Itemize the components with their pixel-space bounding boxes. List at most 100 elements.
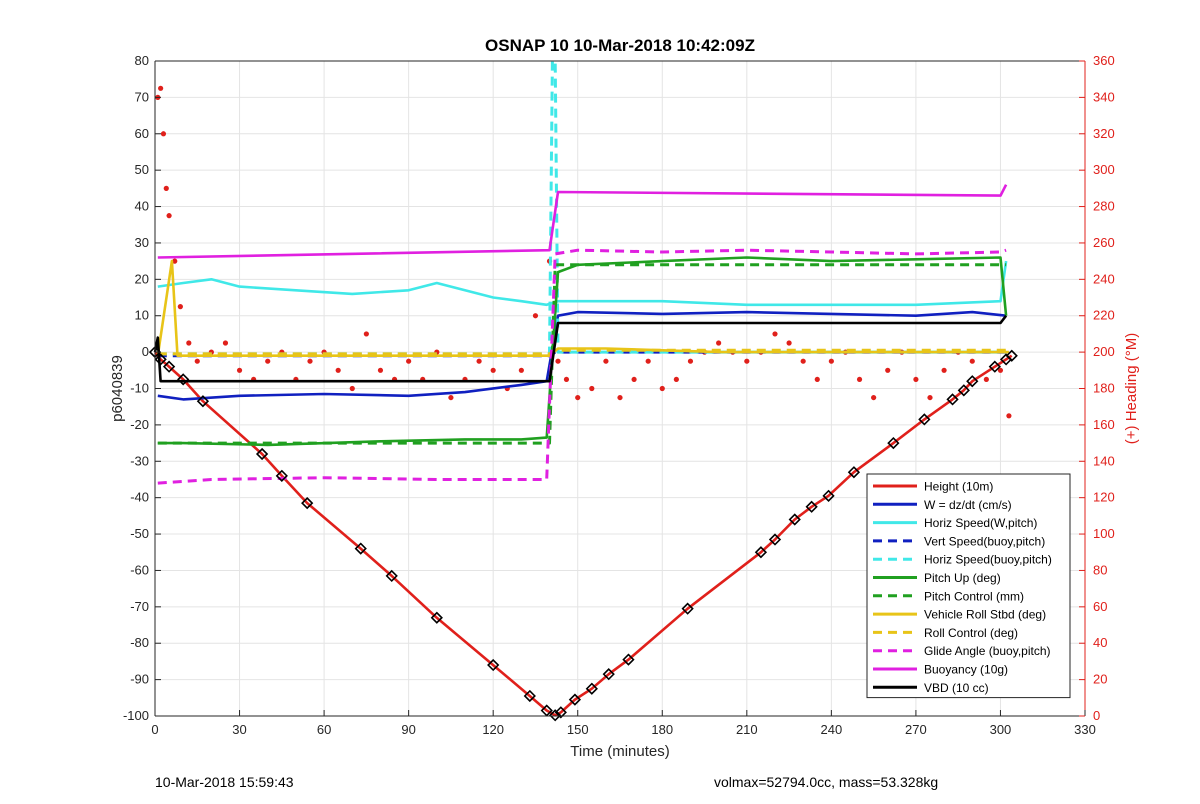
y2-tick-label: 40 (1093, 635, 1107, 650)
y-tick-label: -100 (123, 708, 149, 723)
x-tick-label: 330 (1074, 722, 1096, 737)
heading-point (1006, 413, 1012, 419)
series-line-vbd-10-cc (153, 314, 1008, 383)
heading-point (744, 358, 750, 364)
heading-point (575, 394, 581, 401)
height-marker (966, 375, 979, 388)
height-marker (822, 489, 835, 502)
y2-axis-label: (+) Heading (°M) (1123, 333, 1140, 444)
y2-tick-label: 300 (1093, 162, 1115, 177)
x-tick-label: 30 (232, 722, 246, 737)
height-marker (754, 546, 768, 559)
y-tick-label: -60 (130, 562, 149, 577)
y-tick-label: -20 (130, 417, 149, 432)
legend-label: Roll Control (deg) (924, 626, 1018, 640)
height-marker (385, 569, 398, 583)
legend-label: Vert Speed(buoy,pitch) (924, 534, 1045, 548)
x-tick-label: 180 (651, 722, 673, 737)
heading-point (160, 131, 167, 137)
legend-label: Buoyancy (10g) (924, 663, 1008, 677)
y-tick-label: -90 (130, 672, 149, 687)
y-tick-label: 80 (135, 53, 149, 68)
y2-tick-label: 180 (1093, 381, 1115, 396)
heading-point (659, 385, 665, 392)
y2-tick-label: 340 (1093, 89, 1115, 104)
height-marker (805, 500, 818, 513)
legend-label: VBD (10 cc) (924, 681, 989, 695)
y-tick-label: -70 (130, 599, 149, 614)
y-tick-label: 20 (135, 271, 149, 286)
heading-point (265, 358, 271, 364)
series-line-glide-angle-buoy-pitch (157, 248, 1007, 485)
heading-point (969, 358, 975, 364)
heading-point (772, 331, 778, 337)
legend-label: Pitch Control (mm) (924, 589, 1024, 603)
heading-point (631, 376, 637, 383)
y2-tick-label: 60 (1093, 599, 1107, 614)
legend-label: W = dz/dt (cm/s) (924, 498, 1012, 512)
height-marker (487, 658, 500, 672)
height-marker (549, 709, 562, 722)
footer-timestamp: 10-Mar-2018 15:59:43 (155, 774, 294, 790)
x-tick-label: 90 (401, 722, 415, 737)
y2-tick-label: 200 (1093, 344, 1115, 359)
y2-tick-label: 280 (1093, 199, 1115, 214)
x-tick-label: 240 (821, 722, 843, 737)
heading-point (673, 376, 679, 383)
footer-vehicle-info: volmax=52794.0cc, mass=53.328kg (714, 774, 939, 790)
heading-point (166, 213, 172, 219)
y-tick-label: -40 (130, 490, 149, 505)
heading-point (406, 358, 412, 364)
heading-point (555, 358, 561, 364)
heading-point (448, 394, 454, 401)
height-marker (602, 668, 615, 681)
y2-tick-label: 320 (1093, 126, 1115, 141)
heading-point (377, 367, 384, 373)
height-marker (354, 542, 367, 555)
x-tick-label: 210 (736, 722, 758, 737)
series-line-horiz-speed-buoy-pitch (157, 59, 1007, 356)
heading-point (177, 304, 183, 310)
heading-point (603, 358, 609, 364)
height-marker (957, 384, 970, 397)
y2-tick-label: 80 (1093, 562, 1107, 577)
height-marker (275, 469, 288, 482)
height-marker (918, 413, 931, 426)
y2-tick-label: 0 (1093, 708, 1100, 723)
x-tick-label: 120 (482, 722, 504, 737)
legend-label: Horiz Speed(buoy,pitch) (924, 553, 1052, 567)
y-axis-label: p6040839 (109, 355, 126, 422)
height-marker (568, 693, 582, 706)
heading-point (997, 367, 1004, 373)
y-tick-label: -80 (130, 635, 149, 650)
y2-tick-label: 100 (1093, 526, 1115, 541)
height-marker (847, 466, 861, 479)
heading-point (913, 376, 919, 383)
y-tick-label: -10 (130, 381, 149, 396)
heading-point (983, 376, 989, 383)
axes: 0 30 60 90 120 150 180 210 240 270 300 330-100-90-8… (109, 53, 1140, 760)
height-marker (162, 360, 176, 373)
y-tick-label: 70 (135, 89, 149, 104)
heading-point (532, 313, 539, 319)
height-marker (430, 611, 443, 624)
heading-point (814, 376, 820, 383)
height-marker (887, 436, 900, 450)
legend-label: Vehicle Roll Stbd (deg) (924, 608, 1046, 622)
heading-point (871, 394, 877, 401)
x-tick-label: 300 (990, 722, 1012, 737)
heading-point (186, 340, 192, 346)
y2-tick-label: 160 (1093, 417, 1115, 432)
x-axis-label: Time (minutes) (570, 743, 669, 760)
y2-tick-label: 260 (1093, 235, 1115, 250)
series-line-pitch-up-deg (157, 256, 1008, 447)
legend-label: Pitch Up (deg) (924, 571, 1001, 585)
y2-tick-label: 120 (1093, 490, 1115, 505)
heading-point (236, 367, 243, 373)
heading-point (856, 376, 863, 383)
series-line-height-10m (153, 351, 1013, 717)
y2-tick-label: 240 (1093, 271, 1115, 286)
heading-point (885, 367, 891, 373)
heading-point (307, 358, 313, 364)
